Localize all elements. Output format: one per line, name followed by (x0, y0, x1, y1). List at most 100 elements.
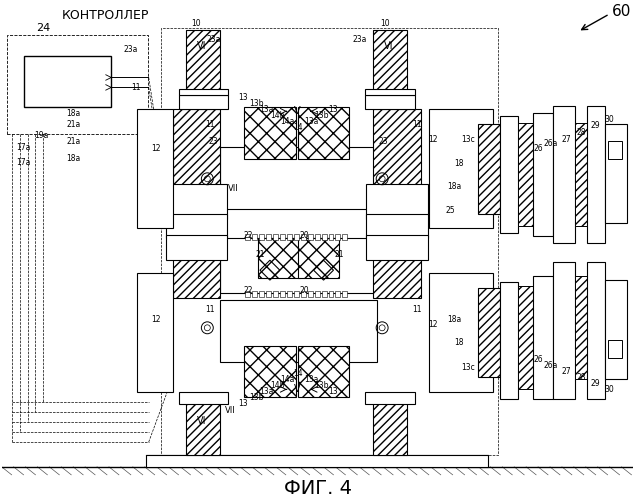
Bar (165, 236, 227, 260)
Bar (429, 273, 494, 392)
Bar (366, 184, 428, 218)
Bar (252, 234, 257, 240)
Bar (266, 234, 271, 240)
Text: 14b: 14b (270, 110, 285, 120)
Bar (607, 340, 621, 357)
Text: КОНТРОЛЛЕР: КОНТРОЛЛЕР (61, 10, 149, 22)
Bar (553, 262, 575, 400)
Text: 18: 18 (454, 338, 464, 347)
Bar (501, 116, 518, 234)
Bar (245, 234, 250, 240)
Text: 12: 12 (428, 320, 438, 330)
Bar (172, 228, 220, 298)
Text: 30: 30 (605, 385, 614, 394)
Bar (518, 286, 533, 390)
Bar (553, 106, 575, 244)
Text: 13a: 13a (305, 375, 319, 384)
Bar (245, 291, 250, 297)
Bar (322, 291, 326, 297)
Bar (301, 234, 306, 240)
Bar (24, 56, 111, 108)
Bar (329, 234, 333, 240)
Text: VII: VII (225, 406, 235, 414)
Bar (298, 108, 349, 159)
Bar (186, 30, 220, 100)
Bar (258, 238, 300, 278)
Bar (301, 291, 306, 297)
Bar (315, 234, 319, 240)
Bar (605, 124, 626, 224)
Bar (322, 234, 326, 240)
Bar (308, 291, 313, 297)
Text: 11: 11 (205, 120, 215, 128)
Bar (342, 291, 347, 297)
Text: 11: 11 (205, 306, 215, 314)
Bar (298, 238, 340, 278)
Text: 25: 25 (446, 206, 455, 215)
Bar (533, 113, 553, 236)
Text: 27: 27 (561, 367, 570, 376)
Text: 13: 13 (329, 387, 338, 396)
Text: VI: VI (197, 40, 206, 50)
Text: 23: 23 (378, 136, 388, 145)
Text: 13a: 13a (259, 387, 273, 396)
Bar (259, 291, 264, 297)
Bar (252, 291, 257, 297)
Text: 13c: 13c (462, 363, 476, 372)
Text: 23: 23 (209, 136, 218, 145)
Bar (607, 141, 621, 159)
Text: 23a: 23a (352, 35, 366, 44)
Text: 14: 14 (293, 369, 303, 378)
Bar (137, 273, 172, 392)
Text: 20: 20 (300, 231, 310, 240)
Text: 18a: 18a (66, 108, 80, 118)
Text: 18a: 18a (448, 182, 462, 191)
Bar (575, 276, 587, 380)
Bar (373, 110, 421, 188)
Bar (366, 236, 428, 260)
Bar (179, 392, 228, 404)
Text: 14b: 14b (270, 381, 285, 390)
Text: VI: VI (384, 40, 394, 50)
Text: 21a: 21a (66, 120, 80, 128)
Text: 30: 30 (605, 114, 614, 124)
Bar (273, 291, 278, 297)
Text: 13b: 13b (314, 381, 329, 390)
Text: 28: 28 (576, 128, 586, 136)
Bar (179, 96, 228, 110)
Text: 60: 60 (612, 4, 631, 20)
Bar (365, 96, 415, 110)
Bar (298, 346, 349, 398)
Text: 14a: 14a (280, 116, 295, 126)
Bar (273, 234, 278, 240)
Bar (315, 291, 319, 297)
Text: 13c: 13c (462, 134, 476, 143)
Bar (287, 234, 292, 240)
Text: 18a: 18a (448, 316, 462, 324)
Text: 21: 21 (335, 250, 344, 259)
Text: 10: 10 (191, 20, 201, 28)
Bar (342, 234, 347, 240)
Text: 26a: 26a (544, 138, 558, 147)
Text: 13: 13 (329, 105, 338, 114)
Text: 17a: 17a (17, 158, 31, 168)
Bar (518, 123, 533, 226)
Text: VI: VI (197, 416, 206, 426)
Text: 10: 10 (380, 20, 390, 28)
Text: 19a: 19a (34, 130, 48, 140)
Text: 18: 18 (454, 160, 464, 168)
Bar (365, 392, 415, 404)
Text: 21a: 21a (66, 136, 80, 145)
Text: 13a: 13a (259, 105, 273, 114)
Bar (335, 291, 340, 297)
Text: 29: 29 (591, 379, 600, 388)
Bar (366, 214, 428, 238)
Text: 28: 28 (576, 373, 586, 382)
Text: 13a: 13a (305, 116, 319, 126)
Bar (161, 28, 499, 455)
Text: V: V (294, 106, 301, 117)
Bar (294, 291, 299, 297)
Text: 17a: 17a (17, 142, 31, 152)
Text: 12: 12 (428, 134, 438, 143)
Bar (172, 110, 220, 188)
